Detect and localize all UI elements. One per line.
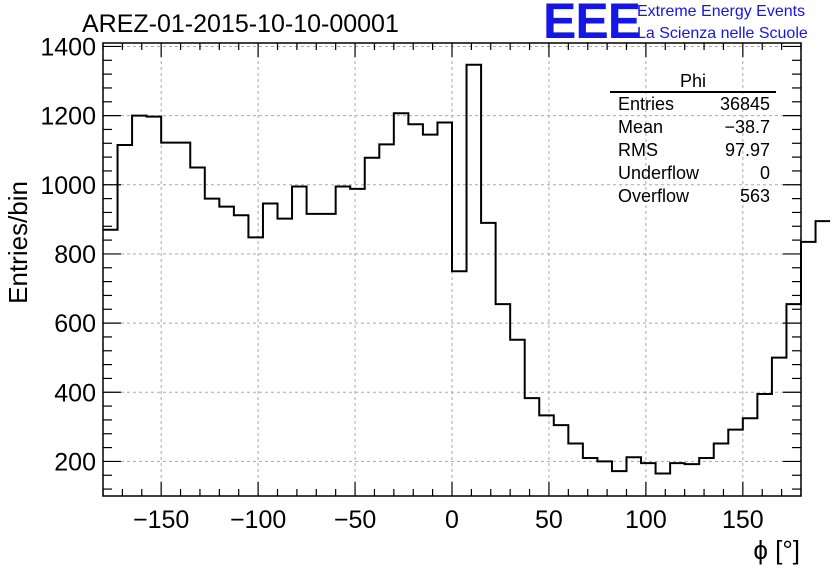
y-tick-label: 1400 xyxy=(40,33,96,61)
histogram-bin xyxy=(205,199,220,496)
histogram-bin xyxy=(234,215,249,496)
histogram-bin xyxy=(481,223,496,496)
histogram-bin xyxy=(379,144,394,496)
histogram-bin xyxy=(248,237,263,496)
stats-label: RMS xyxy=(618,140,658,160)
histogram-bin xyxy=(176,143,191,496)
histogram-bin xyxy=(263,203,278,496)
y-tick-label: 600 xyxy=(54,310,96,338)
y-tick-label: 400 xyxy=(54,379,96,407)
histogram-bin xyxy=(190,167,205,496)
stats-box: Phi Entries 36845 Mean −38.7 RMS 97.97 U… xyxy=(610,72,776,208)
histogram-bin xyxy=(292,187,307,496)
histogram-bin xyxy=(307,214,322,496)
stats-label: Overflow xyxy=(618,186,690,206)
logo-subtitle-2: La Scienza nelle Scuole xyxy=(637,25,808,42)
histogram-bin xyxy=(219,207,234,496)
y-axis-label: Entries/bin xyxy=(3,181,33,304)
histogram-bin xyxy=(699,458,714,496)
histogram-bin xyxy=(772,358,787,496)
y-tick-label: 800 xyxy=(54,241,96,269)
histogram-bin xyxy=(394,113,409,496)
histogram-bin xyxy=(685,464,700,496)
stats-row: RMS 97.97 xyxy=(610,139,776,162)
stats-row: Mean −38.7 xyxy=(610,116,776,139)
logo-subtitle-1: Extreme Energy Events xyxy=(637,3,806,20)
histogram-bin xyxy=(321,214,336,496)
histogram-bin xyxy=(496,304,511,496)
histogram-bin xyxy=(510,340,525,496)
histogram-bin xyxy=(554,425,569,496)
histogram-bin xyxy=(670,463,685,496)
histogram-bin xyxy=(132,116,147,496)
x-tick-label: −150 xyxy=(133,506,189,534)
histogram-bin xyxy=(437,123,452,496)
histogram-bin xyxy=(408,124,423,496)
stats-row: Overflow 563 xyxy=(610,185,776,208)
histogram-bin xyxy=(714,443,729,496)
histogram-bin xyxy=(365,158,380,496)
histogram-bin xyxy=(452,271,467,496)
stats-label: Entries xyxy=(618,94,675,114)
histogram-bin xyxy=(612,471,627,496)
histogram-bin xyxy=(568,443,583,496)
histogram-bin xyxy=(525,398,540,496)
histogram-bin xyxy=(743,418,758,496)
eee-logo: EEE xyxy=(543,0,641,49)
histogram-outline xyxy=(103,63,831,475)
axis-ticks xyxy=(102,43,802,496)
histogram-bin xyxy=(147,117,162,496)
stats-row: Underflow 0 xyxy=(610,162,776,185)
histogram-bin xyxy=(597,461,612,496)
histogram-bin xyxy=(786,304,801,496)
stats-value: −38.7 xyxy=(724,117,770,137)
y-tick-label: 1000 xyxy=(40,172,96,200)
histogram-bin xyxy=(278,219,293,496)
histogram-bin xyxy=(583,458,598,496)
stats-value: 36845 xyxy=(719,94,770,114)
x-tick-label: 0 xyxy=(445,506,459,534)
histogram-bin xyxy=(423,135,438,496)
stats-label: Underflow xyxy=(618,163,700,183)
tick-labels: −150 −100 −50 0 50 100 150 200 400 600 800 1000 1200… xyxy=(40,33,763,534)
histogram-bin xyxy=(816,221,831,496)
y-tick-label: 200 xyxy=(54,448,96,476)
histogram-bin xyxy=(656,474,671,496)
y-tick-label: 1200 xyxy=(40,103,96,131)
stats-divider xyxy=(610,91,776,93)
histogram-bin xyxy=(539,415,554,496)
histogram-bin xyxy=(336,187,351,496)
histogram-bin xyxy=(627,457,642,496)
x-axis-label: ϕ [°] xyxy=(753,535,800,565)
histogram-series xyxy=(103,63,831,496)
histogram-bin xyxy=(467,65,482,496)
histogram-bin xyxy=(801,242,816,496)
x-tick-label: 150 xyxy=(722,506,764,534)
chart-title: AREZ-01-2015-10-10-00001 xyxy=(82,10,399,38)
histogram-bin xyxy=(350,189,365,496)
histogram-bin xyxy=(161,143,176,496)
histogram-bin xyxy=(728,430,743,496)
x-tick-label: 100 xyxy=(625,506,667,534)
stats-value: 0 xyxy=(759,163,770,183)
histogram-bin xyxy=(641,463,656,496)
histogram-bin xyxy=(103,230,118,496)
histogram-bin xyxy=(118,145,133,496)
stats-value: 97.97 xyxy=(724,140,770,160)
stats-value: 563 xyxy=(739,186,770,206)
x-tick-label: −100 xyxy=(230,506,286,534)
histogram-bin xyxy=(757,394,772,496)
stats-label: Mean xyxy=(618,117,664,137)
stats-row: Entries 36845 xyxy=(610,93,776,116)
x-tick-label: −50 xyxy=(334,506,376,534)
x-tick-label: 50 xyxy=(535,506,563,534)
stats-title: Phi xyxy=(679,71,706,91)
